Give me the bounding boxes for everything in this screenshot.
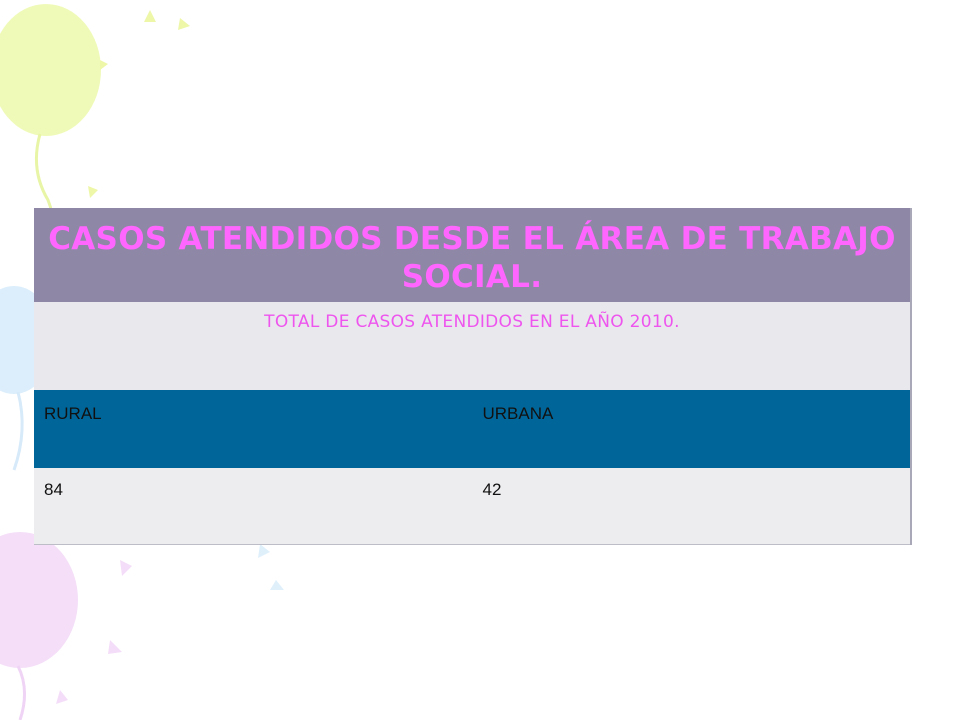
star-icon — [88, 10, 190, 198]
title-row: CASOS ATENDIDOS DESDE EL ÁREA DE TRABAJO… — [34, 208, 911, 302]
star-icon — [56, 560, 132, 704]
star-icon — [258, 544, 284, 590]
table-row: 84 42 — [34, 468, 911, 544]
table-subtitle: TOTAL DE CASOS ATENDIDOS EN EL AÑO 2010. — [34, 302, 911, 390]
value-rural: 84 — [34, 468, 473, 544]
header-urbana: URBANA — [472, 390, 911, 468]
header-row: RURAL URBANA — [34, 390, 911, 468]
value-urbana: 42 — [472, 468, 911, 544]
subtitle-row: TOTAL DE CASOS ATENDIDOS EN EL AÑO 2010. — [34, 302, 911, 390]
cases-table: CASOS ATENDIDOS DESDE EL ÁREA DE TRABAJO… — [34, 208, 912, 545]
header-rural: RURAL — [34, 390, 473, 468]
balloon-icon — [0, 532, 78, 720]
table-title: CASOS ATENDIDOS DESDE EL ÁREA DE TRABAJO… — [34, 208, 911, 302]
